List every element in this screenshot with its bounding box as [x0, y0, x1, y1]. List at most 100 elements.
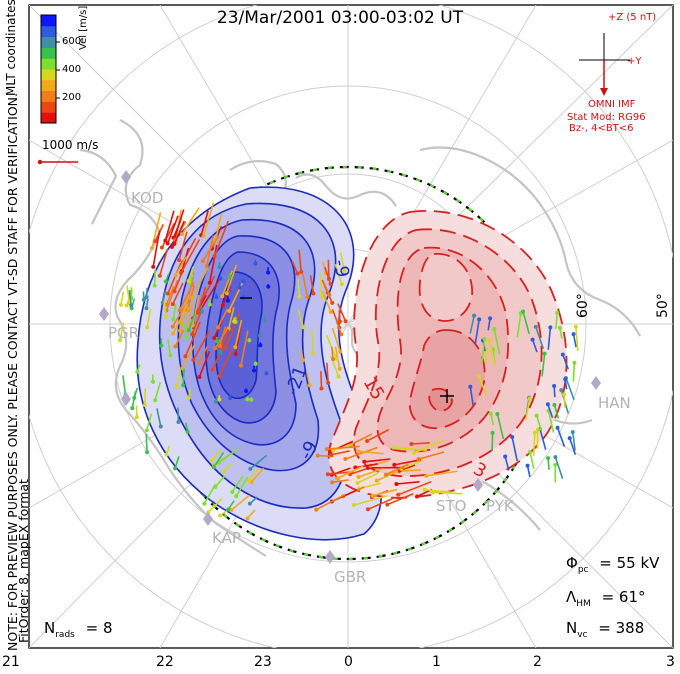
- velocity-vector: [320, 371, 323, 389]
- velocity-vector: [568, 437, 577, 455]
- vector-origin: [207, 280, 212, 285]
- velocity-vector: [511, 436, 519, 462]
- vector-origin: [488, 411, 493, 416]
- velocity-vector: [488, 340, 496, 366]
- vector-origin: [210, 367, 215, 372]
- vector-origin: [185, 429, 190, 434]
- vector-origin: [557, 325, 562, 330]
- velocity-vector: [321, 291, 332, 313]
- vector-origin: [165, 291, 170, 296]
- velocity-vector: [120, 291, 125, 305]
- vector-origin: [213, 346, 218, 351]
- vector-origin: [212, 254, 217, 259]
- velocity-vector: [553, 404, 560, 419]
- velocity-vector: [179, 294, 190, 323]
- vector-origin: [225, 298, 230, 303]
- velocity-vector: [211, 449, 221, 461]
- velocity-vector: [234, 319, 243, 348]
- vector-origin: [214, 294, 219, 299]
- velocity-vector: [298, 249, 303, 272]
- vector-origin: [327, 292, 332, 297]
- velocity-vector: [153, 269, 156, 286]
- velocity-vector: [159, 248, 169, 277]
- velocity-vector: [332, 479, 349, 484]
- vector-origin: [220, 294, 225, 299]
- vector-origin: [534, 413, 539, 418]
- vector-origin: [311, 291, 316, 296]
- vector-origin: [343, 319, 348, 324]
- vector-origin: [176, 419, 181, 424]
- velocity-vector: [220, 329, 229, 350]
- velocity-vector: [227, 307, 235, 329]
- velocity-vector: [322, 280, 331, 296]
- vector-origin: [337, 319, 342, 324]
- vector-origin: [383, 472, 388, 477]
- vector-origin: [315, 453, 320, 458]
- colorbar-segment: [41, 47, 56, 59]
- velocity-vector: [214, 213, 223, 242]
- vector-origin: [396, 492, 401, 497]
- velocity-vector: [217, 308, 229, 328]
- colorbar-segment: [41, 69, 56, 81]
- velocity-vector: [154, 381, 162, 401]
- vector-origin: [253, 261, 258, 266]
- velocity-vector: [174, 456, 180, 469]
- vector-origin: [181, 383, 186, 388]
- vector-origin: [145, 325, 150, 330]
- vector-origin: [144, 306, 149, 311]
- velocity-vector: [326, 445, 360, 450]
- vector-origin: [572, 360, 577, 365]
- vector-origin: [204, 264, 209, 269]
- vector-origin: [355, 481, 360, 486]
- velocity-vector: [565, 377, 575, 401]
- vector-origin: [548, 325, 553, 330]
- vector-origin: [172, 241, 177, 246]
- vector-origin: [213, 399, 218, 404]
- velocity-vector: [350, 433, 373, 446]
- vector-origin: [559, 388, 564, 393]
- velocity-vector: [197, 286, 207, 313]
- vector-origin: [573, 324, 578, 329]
- vector-origin: [545, 402, 550, 407]
- vector-origin: [477, 317, 482, 322]
- velocity-vector: [191, 266, 209, 299]
- vector-origin: [334, 356, 339, 361]
- vector-origin: [241, 279, 246, 284]
- vector-origin: [197, 375, 202, 380]
- velocity-vector: [337, 303, 347, 322]
- vector-origin: [233, 345, 238, 350]
- site-label-han: HAN: [598, 394, 631, 412]
- vector-origin: [170, 244, 175, 249]
- velocity-vector: [165, 286, 175, 305]
- vector-origin: [228, 396, 233, 401]
- velocity-vector: [572, 333, 577, 348]
- velocity-vector: [202, 202, 215, 237]
- velocity-vector: [165, 279, 179, 311]
- velocity-vector: [556, 427, 566, 447]
- velocity-vector: [547, 327, 552, 350]
- colorbar-tick-400: 400: [62, 64, 82, 75]
- velocity-vector: [174, 330, 185, 347]
- vector-origin: [335, 476, 340, 481]
- velocity-vector: [493, 328, 501, 355]
- velocity-vector: [192, 330, 211, 361]
- vector-origin: [342, 268, 347, 273]
- vector-origin: [170, 324, 175, 329]
- vector-origin: [130, 406, 135, 411]
- velocity-vector: [547, 403, 554, 419]
- velocity-vector: [291, 260, 299, 274]
- velocity-vector: [192, 294, 200, 326]
- velocity-vector: [119, 322, 125, 341]
- vector-origin: [330, 300, 335, 305]
- velocity-vector: [532, 432, 536, 456]
- vector-origin: [510, 435, 515, 440]
- velocity-vector: [187, 301, 194, 330]
- colorbar-tick-200: 200: [62, 92, 82, 103]
- vector-origin: [190, 323, 195, 328]
- vector-origin: [299, 269, 304, 274]
- vector-origin: [570, 430, 575, 435]
- vector-origin: [150, 379, 155, 384]
- velocity-vector: [152, 230, 161, 268]
- velocity-vector: [231, 494, 250, 511]
- latitude-label-50: 50°: [655, 293, 671, 318]
